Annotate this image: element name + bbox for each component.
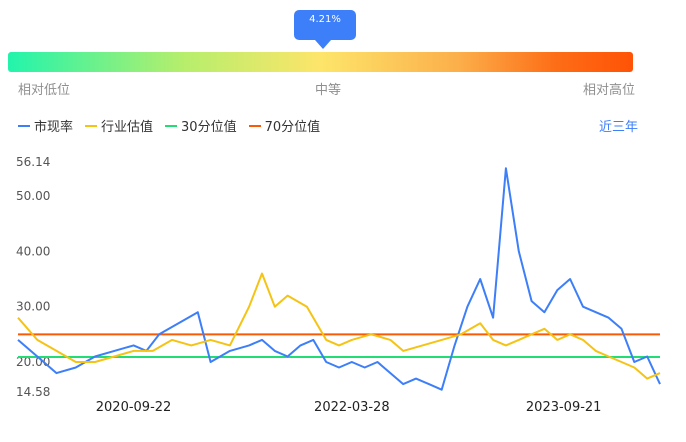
legend-line-icon	[165, 124, 178, 127]
range-selector-3y[interactable]: 近三年	[599, 120, 639, 135]
x-tick-label: 2022-03-28	[314, 400, 390, 415]
y-tick-label: 20.00	[16, 355, 50, 369]
gauge-label-mid: 中等	[315, 83, 342, 98]
legend-label: 30分位值	[181, 120, 237, 135]
legend-label: 行业估值	[101, 120, 154, 135]
valuation-gauge-bar	[8, 52, 633, 72]
gauge-value-tooltip: 4.21%	[294, 10, 356, 40]
y-tick-label: 14.58	[16, 385, 50, 399]
y-tick-label: 50.00	[16, 189, 50, 203]
legend-label: 70分位值	[264, 120, 321, 135]
legend-label: 市现率	[34, 120, 74, 135]
x-tick-label: 2023-09-21	[526, 400, 602, 415]
gauge-label-low: 相对低位	[18, 83, 71, 98]
x-tick-label: 2020-09-22	[96, 400, 172, 415]
y-tick-label: 30.00	[16, 300, 50, 314]
chart-legend: 市现率 行业估值 30分位值 70分位值	[18, 116, 332, 135]
valuation-line-chart: 56.14 50.00 40.00 30.00 20.00 14.58 2020-09-22…	[16, 155, 661, 415]
series-line-pcf	[17, 167, 661, 391]
legend-item-p30[interactable]: 30分位值	[165, 116, 237, 135]
y-tick-label: 40.00	[16, 244, 50, 258]
gauge-label-high: 相对高位	[583, 83, 636, 98]
legend-line-icon	[18, 124, 30, 127]
legend-item-p70[interactable]: 70分位值	[248, 116, 321, 135]
legend-line-icon	[248, 124, 261, 127]
tooltip-pointer-icon	[315, 40, 331, 49]
legend-line-icon	[85, 124, 98, 127]
series-line-industry	[17, 272, 661, 380]
legend-item-industry[interactable]: 行业估值	[85, 116, 153, 135]
legend-item-pcf[interactable]: 市现率	[18, 116, 73, 135]
y-tick-label: 56.14	[16, 155, 50, 169]
